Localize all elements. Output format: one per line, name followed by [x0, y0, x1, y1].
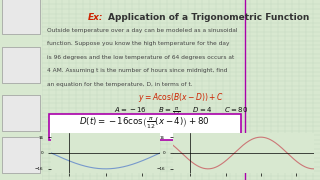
Text: an equation for the temperature, D, in terms of t.: an equation for the temperature, D, in t… [47, 82, 193, 87]
Text: Outside temperature over a day can be modeled as a sinusoidal: Outside temperature over a day can be mo… [47, 28, 238, 33]
FancyBboxPatch shape [2, 0, 40, 34]
FancyBboxPatch shape [2, 47, 40, 83]
Text: function. Suppose you know the high temperature for the day: function. Suppose you know the high temp… [47, 41, 230, 46]
FancyBboxPatch shape [2, 95, 40, 131]
Text: is 96 degrees and the low temperature of 64 degrees occurs at: is 96 degrees and the low temperature of… [47, 55, 235, 60]
FancyBboxPatch shape [2, 137, 40, 173]
Text: Application of a Trigonometric Function: Application of a Trigonometric Function [108, 13, 310, 22]
Text: $y = A\cos(B(x-D))+C$: $y = A\cos(B(x-D))+C$ [138, 91, 224, 104]
FancyBboxPatch shape [49, 114, 241, 140]
Text: $D(t) = -16\cos\!\left(\frac{\pi}{12}(x-4)\right)+80$: $D(t) = -16\cos\!\left(\frac{\pi}{12}(x-… [79, 116, 210, 131]
Text: $A=-16$      $B=\frac{\pi}{12}$      $D=4$      $C=80$: $A=-16$ $B=\frac{\pi}{12}$ $D=4$ $C=80$ [114, 105, 248, 118]
Text: 4 AM. Assuming t is the number of hours since midnight, find: 4 AM. Assuming t is the number of hours … [47, 68, 228, 73]
Text: Ex:: Ex: [87, 13, 103, 22]
